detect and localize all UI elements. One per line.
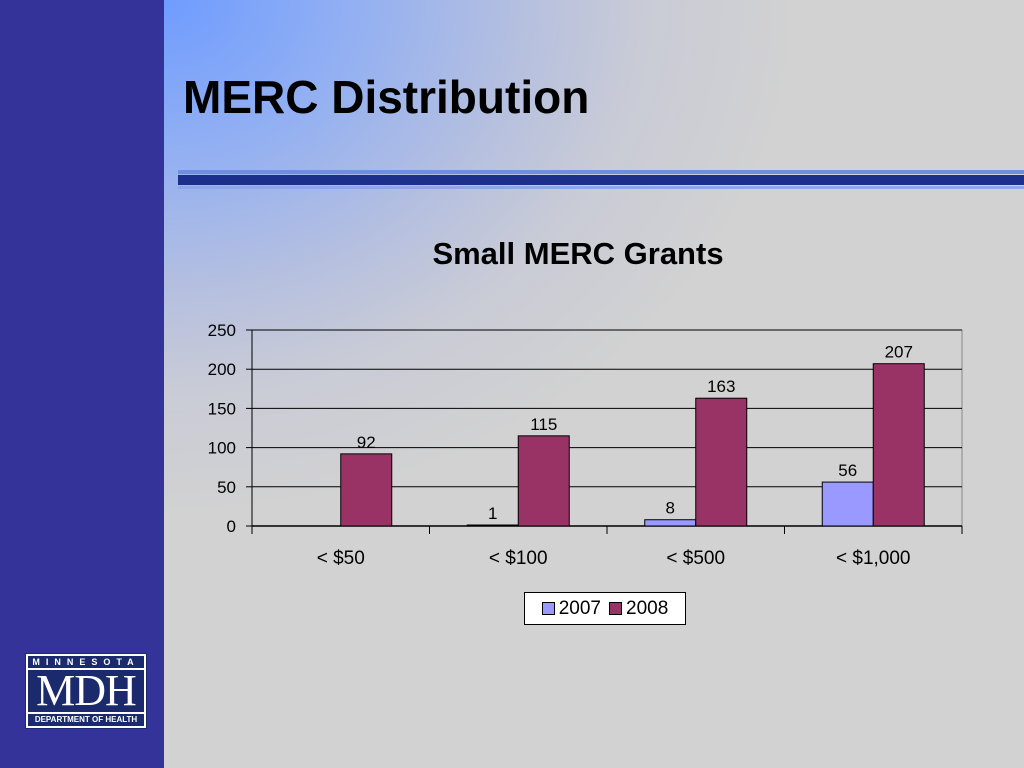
- logo-bottom-text: DEPARTMENT OF HEALTH: [28, 714, 144, 726]
- data-label: 8: [666, 499, 675, 518]
- chart-title: Small MERC Grants: [432, 236, 724, 271]
- bar-2008: [340, 453, 393, 527]
- x-tick-label: < $1,000: [836, 548, 911, 569]
- legend-label-2008: 2008: [626, 597, 669, 619]
- legend-item-2007: 2007: [541, 597, 601, 620]
- data-label: 115: [530, 415, 557, 434]
- x-tick-label: < $100: [489, 548, 548, 569]
- bar-2007: [821, 481, 874, 527]
- data-label: 92: [357, 433, 376, 452]
- chart-legend: 2007 2008: [524, 592, 686, 625]
- bar-2008: [517, 435, 570, 527]
- legend-swatch-2008: [609, 602, 622, 615]
- x-tick-label: < $500: [666, 548, 725, 569]
- legend-label-2007: 2007: [558, 597, 601, 619]
- legend-item-2008: 2008: [609, 598, 668, 620]
- header-rule: [178, 170, 1024, 192]
- bar-2008: [872, 363, 925, 527]
- x-tick-label: < $50: [317, 548, 365, 569]
- y-tick-label: 250: [208, 321, 236, 340]
- logo-main-text: MDH: [28, 670, 144, 712]
- y-tick-label: 100: [208, 439, 236, 458]
- y-tick-label: 0: [227, 517, 236, 536]
- slide-title: MERC Distribution: [183, 71, 590, 123]
- sidebar: [0, 0, 164, 768]
- bar-2007: [466, 524, 519, 527]
- y-tick-label: 200: [208, 360, 236, 379]
- y-tick-label: 150: [208, 399, 236, 418]
- bar-2008: [695, 397, 748, 527]
- legend-swatch-2007: [541, 602, 555, 615]
- data-label: 1: [488, 504, 497, 523]
- data-label: 56: [838, 461, 857, 480]
- y-tick-label: 50: [217, 478, 236, 497]
- logo-top-text: MINNESOTA: [28, 656, 144, 668]
- data-label: 207: [885, 343, 913, 362]
- data-label: 163: [707, 377, 735, 396]
- mdh-logo: MINNESOTA MDH DEPARTMENT OF HEALTH: [25, 653, 147, 729]
- bar-2007: [644, 519, 697, 527]
